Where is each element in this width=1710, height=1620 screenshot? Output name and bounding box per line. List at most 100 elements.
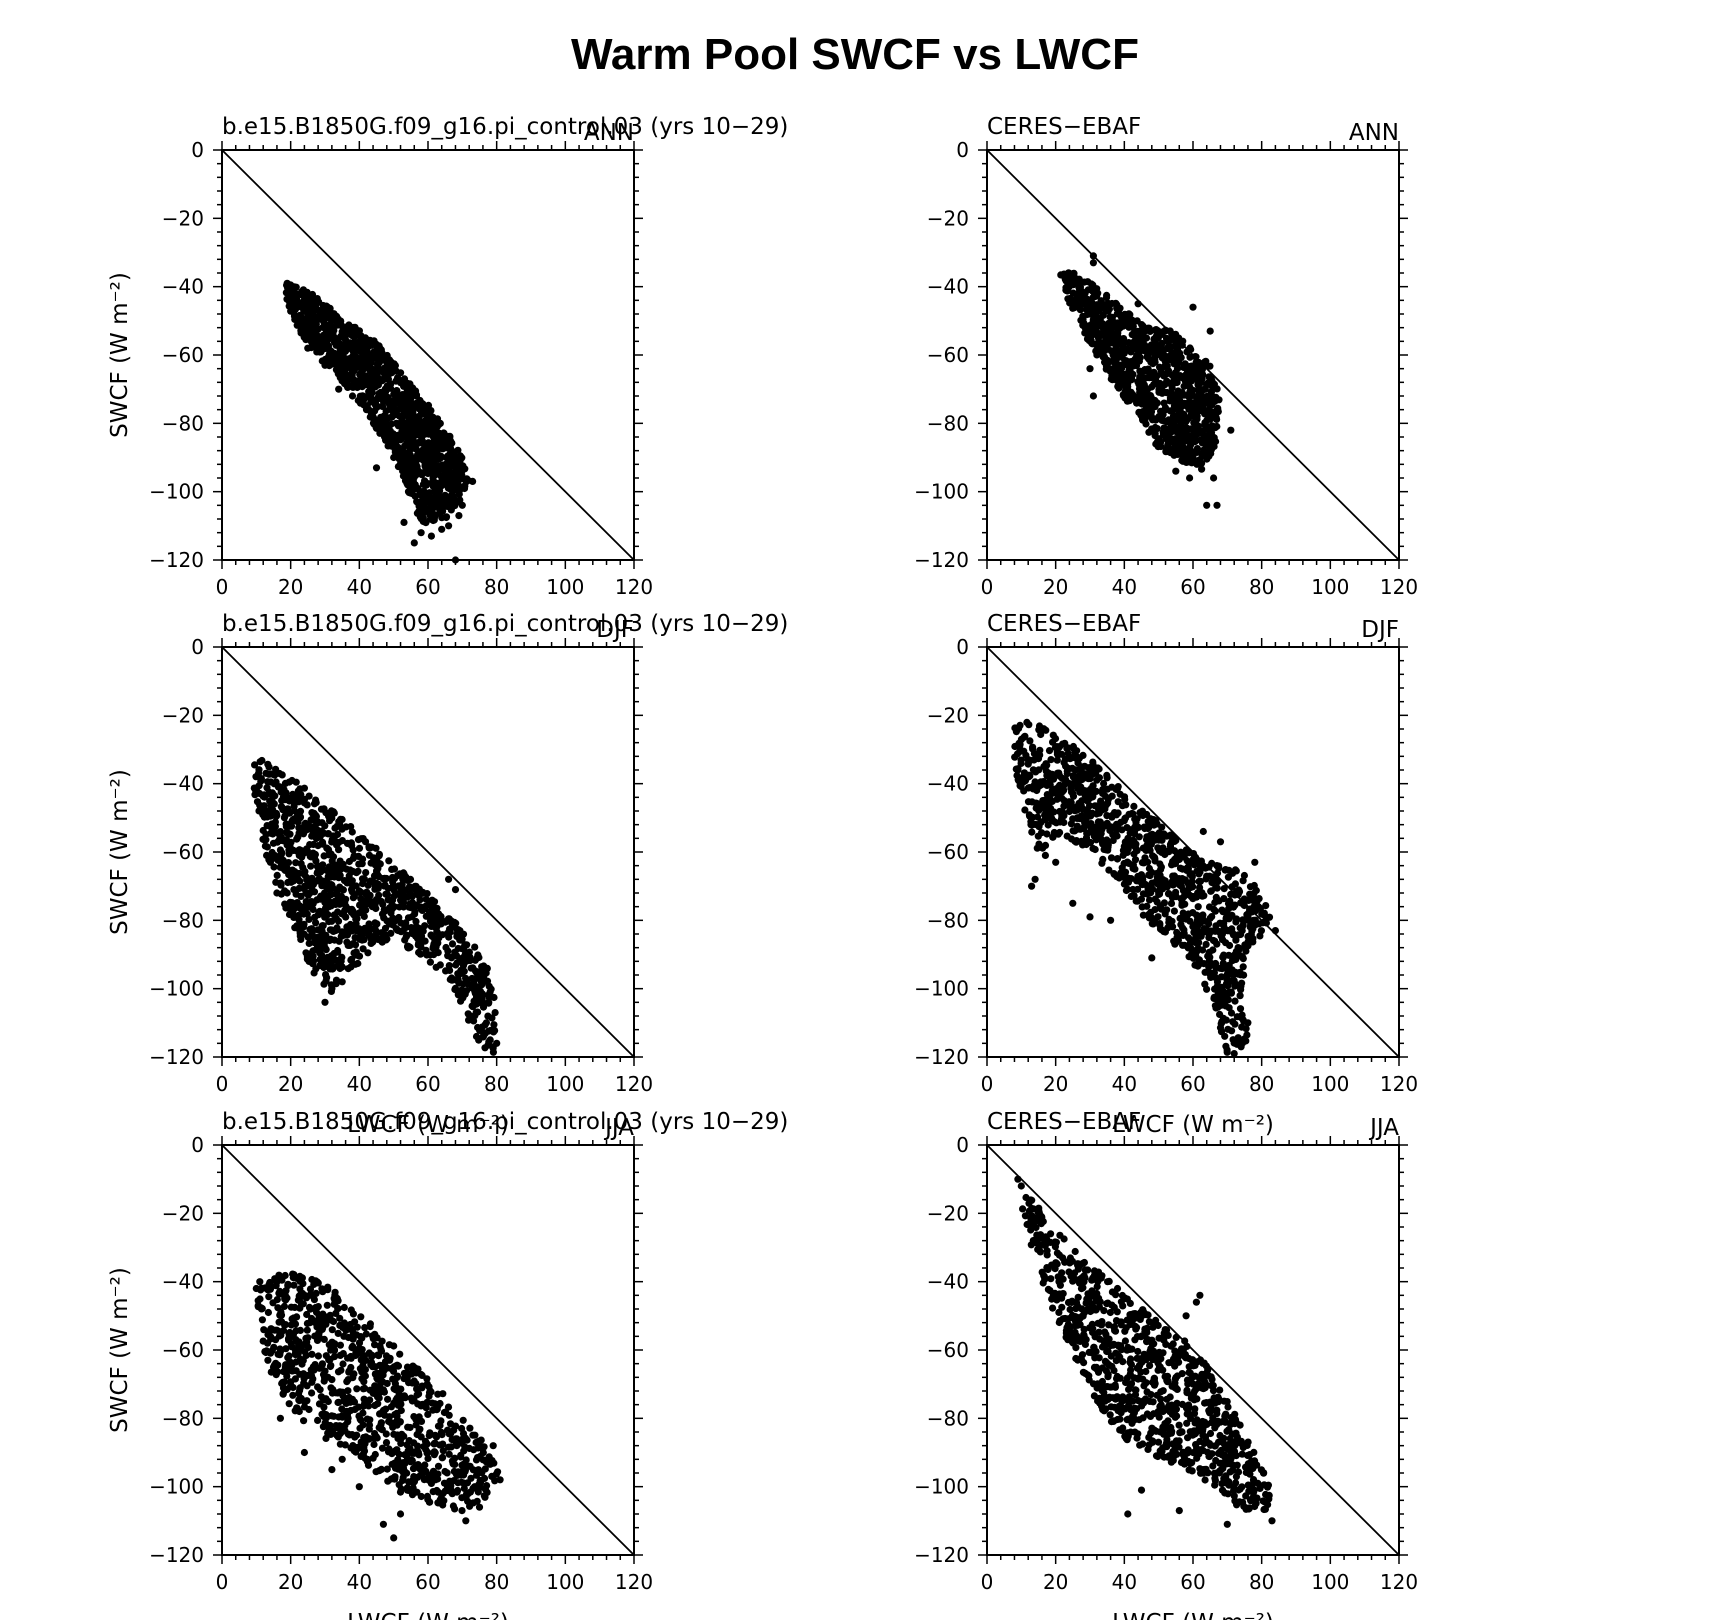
data-point [474,1023,482,1032]
data-point [313,348,321,356]
data-point [305,876,313,884]
data-point [450,450,458,458]
data-point [332,366,340,374]
data-point [333,841,341,849]
data-point [1089,392,1097,400]
data-point [1212,393,1220,401]
data-point [253,784,261,792]
data-point [446,966,454,975]
data-point [342,902,350,910]
data-point [1101,786,1109,794]
data-point [440,429,448,437]
data-point [1089,311,1097,319]
data-point [425,461,433,469]
data-point [394,374,402,382]
data-point [288,866,297,874]
data-point [382,890,390,898]
data-point [1140,389,1148,397]
data-point [1104,340,1112,348]
data-point [1026,737,1034,745]
data-point [412,882,420,890]
data-point [1197,363,1205,371]
data-point [1256,932,1264,940]
data-point [349,894,357,902]
data-point [463,475,471,483]
data-point [1091,802,1099,810]
data-point [1176,442,1184,450]
data-point [348,392,357,400]
data-point [1037,818,1045,826]
y-tick-label: −120 [149,1045,204,1069]
data-point [1207,446,1215,454]
data-point [362,906,370,914]
data-point [1182,451,1190,459]
data-point [355,952,364,960]
data-point [305,792,313,800]
data-point [1156,879,1165,887]
data-point [425,489,434,497]
data-point [1100,301,1108,309]
data-point [397,436,405,444]
data-point [1105,866,1113,874]
data-point [336,372,344,380]
data-point [324,323,332,331]
data-point [448,940,457,948]
data-point [1193,445,1201,453]
data-point [419,456,427,464]
data-point [372,424,381,432]
data-point [400,382,408,390]
y-tick-label: −60 [927,840,969,864]
data-point [1097,797,1105,805]
data-point [1113,855,1121,863]
data-point [281,812,289,820]
data-point [1171,371,1179,379]
data-point [313,937,321,945]
x-tick-label: 80 [1249,575,1274,599]
data-point [283,889,291,897]
data-point [1229,931,1238,939]
data-point [412,923,420,931]
data-point [426,422,434,430]
data-point [1121,795,1129,804]
data-point [1210,994,1218,1003]
data-point [1194,944,1202,952]
data-point [438,493,446,501]
data-point [1153,425,1161,433]
data-point [1136,367,1144,375]
data-point [1262,916,1270,925]
data-point [1201,980,1209,988]
data-point [1076,786,1084,795]
data-point [1160,399,1168,407]
data-point [325,918,333,926]
data-point [257,777,265,785]
data-point [459,992,467,1001]
data-point [378,402,387,410]
data-point [326,817,334,825]
data-point [289,816,297,824]
data-point [411,908,419,916]
data-point [1167,336,1175,344]
data-point [1175,352,1183,360]
data-point [401,892,409,900]
data-point [1119,348,1127,356]
data-point [1076,815,1084,823]
data-point [1176,390,1184,398]
data-point [301,302,309,310]
data-point [1191,432,1199,440]
data-point [297,892,305,901]
data-point [390,453,398,462]
data-point [410,473,418,482]
data-point [1023,718,1031,727]
x-tick-label: 40 [1112,575,1137,599]
data-point [1189,895,1197,903]
data-point [1099,855,1107,864]
data-point [359,347,367,355]
data-point [1181,900,1189,908]
data-point [1217,989,1225,997]
data-point [393,387,401,395]
data-point [336,964,344,973]
x-tick-label: 120 [1380,1072,1418,1096]
data-point [384,442,392,450]
data-point [285,850,293,858]
data-point [342,365,350,373]
